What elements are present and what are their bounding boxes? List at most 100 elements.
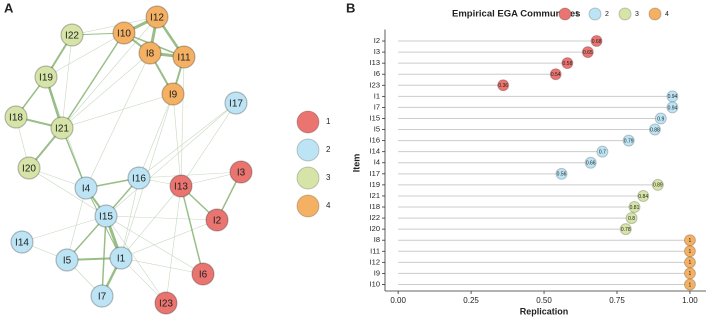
value-label: 0.88 (650, 127, 660, 133)
legend-label: 2 (605, 11, 609, 18)
edge (21, 215, 107, 243)
legend-swatch (558, 7, 572, 21)
value-label: 0.58 (563, 61, 573, 67)
value-label: 1 (689, 260, 692, 266)
value-label: 0.89 (653, 183, 663, 189)
node-label: I21 (55, 124, 69, 135)
y-tick-label: I10 (370, 279, 380, 288)
edge (172, 93, 182, 187)
value-label: 0.65 (583, 50, 593, 56)
legend-swatch (296, 138, 320, 162)
y-tick-label: I3 (374, 47, 380, 56)
dot (683, 278, 696, 291)
legend-label: 1 (575, 11, 579, 18)
y-tick-label: I21 (370, 191, 380, 200)
value-label: 1 (689, 238, 692, 244)
node-label: I11 (177, 53, 191, 64)
node-label: I18 (9, 113, 23, 124)
edge (105, 102, 237, 217)
dot (683, 234, 696, 247)
node-label: I3 (237, 168, 246, 179)
node (191, 262, 215, 286)
dot (622, 134, 635, 147)
node-label: I7 (98, 292, 107, 303)
node (224, 91, 248, 115)
value-label: 0.54 (551, 72, 561, 78)
dot (654, 112, 667, 125)
node-label: I19 (39, 73, 53, 84)
node (161, 82, 185, 106)
x-tick-label: 1.00 (682, 296, 698, 305)
dot (584, 156, 597, 169)
node-label: I1 (117, 254, 126, 265)
node (109, 246, 133, 270)
node (229, 160, 253, 184)
edge (85, 52, 151, 189)
node-label: I16 (132, 174, 146, 185)
dot (651, 178, 664, 191)
legend-label: 2 (326, 145, 331, 154)
dot (555, 167, 568, 180)
value-label: 0.36 (498, 83, 508, 89)
node (138, 41, 162, 65)
node-label: I2 (213, 216, 222, 227)
y-tick-label: I7 (374, 102, 380, 111)
dot (549, 68, 562, 81)
dot (590, 35, 603, 48)
legend-swatch (618, 7, 632, 21)
y-tick-label: I5 (374, 125, 380, 134)
dot (561, 57, 574, 70)
legend-label: 3 (635, 11, 639, 18)
edge (120, 185, 182, 259)
x-tick-label: 0.00 (390, 296, 406, 305)
node (74, 176, 98, 200)
y-tick-label: I6 (374, 69, 380, 78)
value-label: 0.68 (592, 39, 602, 45)
legend-swatch (296, 110, 320, 134)
dot (581, 46, 594, 59)
y-tick-label: I20 (370, 224, 380, 233)
node-label: I5 (63, 256, 72, 267)
edge (120, 257, 204, 275)
dot (648, 123, 661, 136)
node-label: I17 (229, 99, 243, 110)
x-tick-label: 0.50 (536, 296, 552, 305)
node (4, 105, 28, 129)
y-tick-label: I9 (374, 268, 380, 277)
node (127, 166, 151, 190)
edge (180, 102, 237, 187)
value-label: 0.84 (638, 194, 648, 200)
legend-label: 3 (326, 173, 331, 182)
edge (120, 219, 218, 259)
node-label: I23 (159, 299, 173, 310)
node (145, 5, 169, 29)
x-tick-label: 0.25 (463, 296, 479, 305)
x-axis-label: Replication (520, 306, 569, 316)
dot (666, 90, 679, 103)
edge (180, 185, 204, 275)
edge (105, 215, 204, 275)
node-label: I6 (199, 270, 208, 281)
value-label: 0.94 (668, 94, 678, 100)
legend-swatch (648, 7, 662, 21)
value-label: 0.78 (621, 227, 631, 233)
edge (71, 16, 158, 36)
y-tick-label: I2 (374, 36, 380, 45)
dot (683, 256, 696, 269)
dot (497, 79, 510, 92)
edge (105, 215, 218, 221)
node-label: I10 (117, 29, 131, 40)
x-tick-label: 0.75 (609, 296, 625, 305)
y-tick-label: I19 (370, 180, 380, 189)
node (94, 204, 118, 228)
legend-label: 4 (326, 201, 331, 210)
node-label: I22 (65, 31, 79, 42)
edge (105, 215, 167, 304)
legend-label: 4 (665, 11, 669, 18)
value-label: 1 (689, 271, 692, 277)
value-label: 1 (689, 282, 692, 288)
node (205, 208, 229, 232)
y-tick-label: I11 (370, 246, 380, 255)
edge (66, 187, 87, 261)
